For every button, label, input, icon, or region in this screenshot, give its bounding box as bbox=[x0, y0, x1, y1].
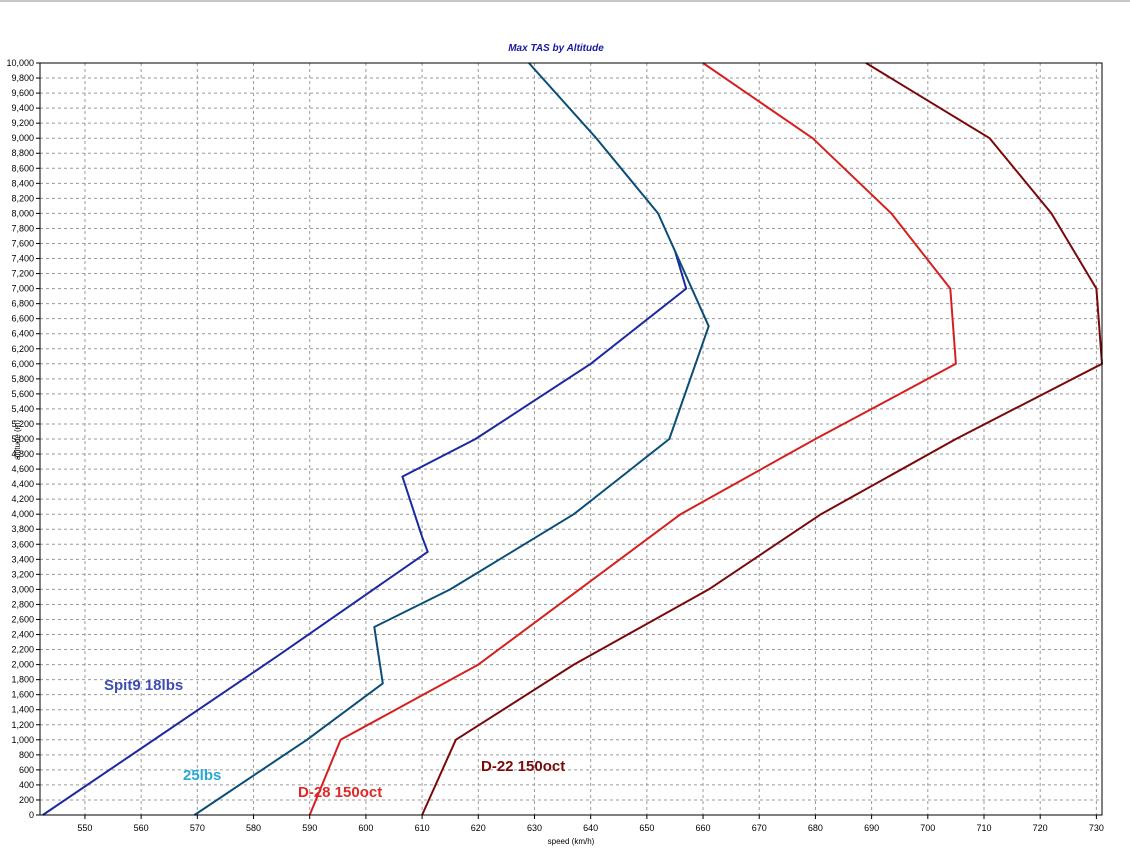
y-tick-label: 600 bbox=[19, 765, 34, 775]
x-tick-label: 630 bbox=[527, 823, 542, 833]
y-tick-label: 800 bbox=[19, 750, 34, 760]
x-tick-label: 610 bbox=[415, 823, 430, 833]
y-tick-label: 400 bbox=[19, 780, 34, 790]
y-tick-label: 6,600 bbox=[11, 314, 34, 324]
y-tick-label: 3,600 bbox=[11, 539, 34, 549]
x-tick-label: 620 bbox=[471, 823, 486, 833]
y-tick-label: 5,200 bbox=[11, 419, 34, 429]
x-tick-label: 570 bbox=[190, 823, 205, 833]
y-tick-label: 7,800 bbox=[11, 223, 34, 233]
y-tick-label: 6,000 bbox=[11, 359, 34, 369]
y-tick-label: 3,800 bbox=[11, 524, 34, 534]
y-tick-label: 5,600 bbox=[11, 389, 34, 399]
y-tick-label: 1,800 bbox=[11, 675, 34, 685]
y-tick-label: 4,800 bbox=[11, 449, 34, 459]
series-line-1 bbox=[42, 250, 688, 816]
x-axis-title: speed (km/h) bbox=[548, 837, 595, 846]
y-tick-label: 6,800 bbox=[11, 299, 34, 309]
y-tick-label: 9,600 bbox=[11, 88, 34, 98]
y-tick-label: 8,000 bbox=[11, 208, 34, 218]
y-tick-label: 6,200 bbox=[11, 344, 34, 354]
y-tick-label: 2,000 bbox=[11, 660, 34, 670]
y-tick-label: 5,800 bbox=[11, 374, 34, 384]
y-tick-label: 4,400 bbox=[11, 479, 34, 489]
x-tick-label: 710 bbox=[976, 823, 991, 833]
y-tick-label: 8,400 bbox=[11, 178, 34, 188]
annotations: Spit9 18lbs 25lbs D-28 150oct D-22 150oct bbox=[104, 677, 565, 801]
y-tick-label: 7,000 bbox=[11, 284, 34, 294]
y-tick-label: 8,800 bbox=[11, 148, 34, 158]
y-tick-label: 7,400 bbox=[11, 254, 34, 264]
y-tick-label: 2,800 bbox=[11, 599, 34, 609]
y-tick-label: 4,200 bbox=[11, 494, 34, 504]
chart-title: Max TAS by Altitude bbox=[508, 43, 604, 54]
y-tick-label: 3,200 bbox=[11, 569, 34, 579]
y-tick-label: 1,600 bbox=[11, 690, 34, 700]
d22-150oct-label: D-22 150oct bbox=[481, 758, 565, 775]
x-tick-label: 580 bbox=[246, 823, 261, 833]
25lbs-label: 25lbs bbox=[183, 767, 221, 784]
y-tick-label: 2,400 bbox=[11, 630, 34, 640]
y-tick-label: 3,400 bbox=[11, 554, 34, 564]
y-tick-label: 0 bbox=[29, 810, 34, 820]
spit9-18lbs-label: Spit9 18lbs bbox=[104, 677, 183, 694]
y-tick-label: 6,400 bbox=[11, 329, 34, 339]
y-tick-label: 2,600 bbox=[11, 614, 34, 624]
x-tick-label: 730 bbox=[1089, 823, 1104, 833]
y-tick-label: 5,000 bbox=[11, 434, 34, 444]
y-tick-label: 5,400 bbox=[11, 404, 34, 414]
series-line-4 bbox=[421, 62, 1103, 816]
y-tick-label: 200 bbox=[19, 795, 34, 805]
series-line-3 bbox=[308, 62, 957, 816]
y-tick-label: 4,600 bbox=[11, 464, 34, 474]
y-tick-label: 4,000 bbox=[11, 509, 34, 519]
y-tick-label: 1,400 bbox=[11, 705, 34, 715]
y-tick-label: 9,800 bbox=[11, 73, 34, 83]
plot-border bbox=[39, 62, 1103, 816]
x-tick-label: 660 bbox=[696, 823, 711, 833]
y-tick-label: 2,200 bbox=[11, 645, 34, 655]
y-tick-label: 10,000 bbox=[6, 58, 34, 68]
x-tick-label: 640 bbox=[583, 823, 598, 833]
x-tick-label: 670 bbox=[752, 823, 767, 833]
y-tick-label: 8,200 bbox=[11, 193, 34, 203]
y-tick-label: 1,200 bbox=[11, 720, 34, 730]
x-tick-label: 550 bbox=[77, 823, 92, 833]
y-tick-label: 9,400 bbox=[11, 103, 34, 113]
y-axis-title: altitude (m) bbox=[13, 420, 22, 460]
series-line-2 bbox=[193, 62, 710, 816]
x-tick-label: 600 bbox=[358, 823, 373, 833]
y-tick-label: 9,200 bbox=[11, 118, 34, 128]
x-tick-label: 690 bbox=[864, 823, 879, 833]
x-tick-label: 590 bbox=[302, 823, 317, 833]
d28-150oct-label: D-28 150oct bbox=[298, 784, 382, 801]
y-tick-label: 7,600 bbox=[11, 238, 34, 248]
y-tick-label: 7,200 bbox=[11, 269, 34, 279]
x-tick-label: 680 bbox=[808, 823, 823, 833]
y-tick-label: 1,000 bbox=[11, 735, 34, 745]
ticks: 550 560 570 580 590 600 610 620 630 640 650 660 670 6… bbox=[6, 58, 1103, 833]
x-tick-label: 650 bbox=[639, 823, 654, 833]
series-group bbox=[42, 62, 1103, 816]
x-tick-label: 700 bbox=[920, 823, 935, 833]
y-tick-label: 8,600 bbox=[11, 163, 34, 173]
grid-lines bbox=[40, 63, 1102, 815]
y-tick-label: 3,000 bbox=[11, 584, 34, 594]
x-tick-label: 720 bbox=[1033, 823, 1048, 833]
y-tick-label: 9,000 bbox=[11, 133, 34, 143]
x-tick-label: 560 bbox=[134, 823, 149, 833]
